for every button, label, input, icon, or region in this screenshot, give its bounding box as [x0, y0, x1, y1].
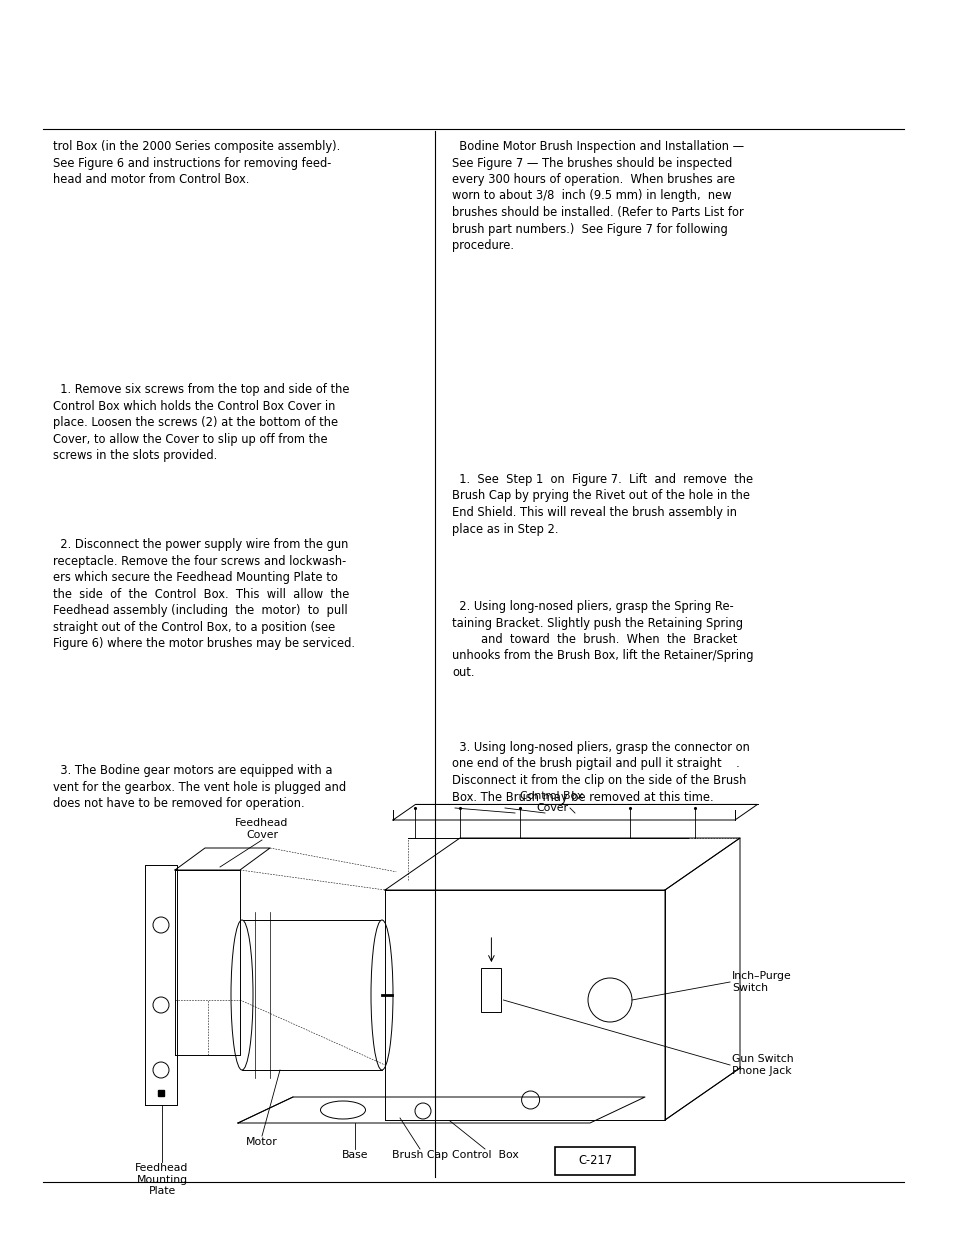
- Bar: [242, 920, 381, 1070]
- Text: Feedhead
Mounting
Plate: Feedhead Mounting Plate: [135, 1163, 189, 1197]
- Text: 1.  See  Step 1  on  Figure 7.  Lift  and  remove  the
Brush Cap by prying the R: 1. See Step 1 on Figure 7. Lift and remo…: [452, 473, 752, 536]
- Circle shape: [152, 1062, 169, 1078]
- Text: C-217: C-217: [578, 1155, 612, 1167]
- Text: 3. Using long-nosed pliers, grasp the connector on
one end of the brush pigtail : 3. Using long-nosed pliers, grasp the co…: [452, 741, 749, 804]
- Text: 2. Using long-nosed pliers, grasp the Spring Re-
taining Bracket. Slightly push : 2. Using long-nosed pliers, grasp the Sp…: [452, 600, 753, 679]
- Text: Gun Switch
Phone Jack: Gun Switch Phone Jack: [731, 1055, 793, 1076]
- Text: Bodine Motor Brush Inspection and Installation —
See Figure 7 — The brushes shou: Bodine Motor Brush Inspection and Instal…: [452, 140, 743, 252]
- Text: Control  Box: Control Box: [451, 1150, 517, 1160]
- Text: 3. The Bodine gear motors are equipped with a
vent for the gearbox. The vent hol: 3. The Bodine gear motors are equipped w…: [53, 764, 346, 810]
- Text: Inch–Purge
Switch: Inch–Purge Switch: [731, 971, 791, 993]
- Circle shape: [587, 978, 631, 1023]
- Text: Motor: Motor: [246, 1137, 277, 1147]
- Text: Brush Cap: Brush Cap: [392, 1150, 448, 1160]
- Ellipse shape: [231, 920, 253, 1070]
- Ellipse shape: [371, 920, 393, 1070]
- Circle shape: [152, 918, 169, 932]
- Ellipse shape: [320, 1100, 365, 1119]
- Text: 2. Disconnect the power supply wire from the gun
receptacle. Remove the four scr: 2. Disconnect the power supply wire from…: [53, 538, 355, 650]
- Text: trol Box (in the 2000 Series composite assembly).
See Figure 6 and instructions : trol Box (in the 2000 Series composite a…: [53, 140, 340, 186]
- Bar: [481, 968, 501, 1011]
- Text: Feedhead
Cover: Feedhead Cover: [235, 819, 289, 840]
- Circle shape: [521, 1091, 539, 1109]
- Circle shape: [415, 1103, 431, 1119]
- Text: Control Box
Cover: Control Box Cover: [519, 792, 583, 813]
- Circle shape: [152, 997, 169, 1013]
- Bar: [555, 1147, 635, 1174]
- Text: 1. Remove six screws from the top and side of the
Control Box which holds the Co: 1. Remove six screws from the top and si…: [53, 383, 349, 462]
- Text: Base: Base: [341, 1150, 368, 1160]
